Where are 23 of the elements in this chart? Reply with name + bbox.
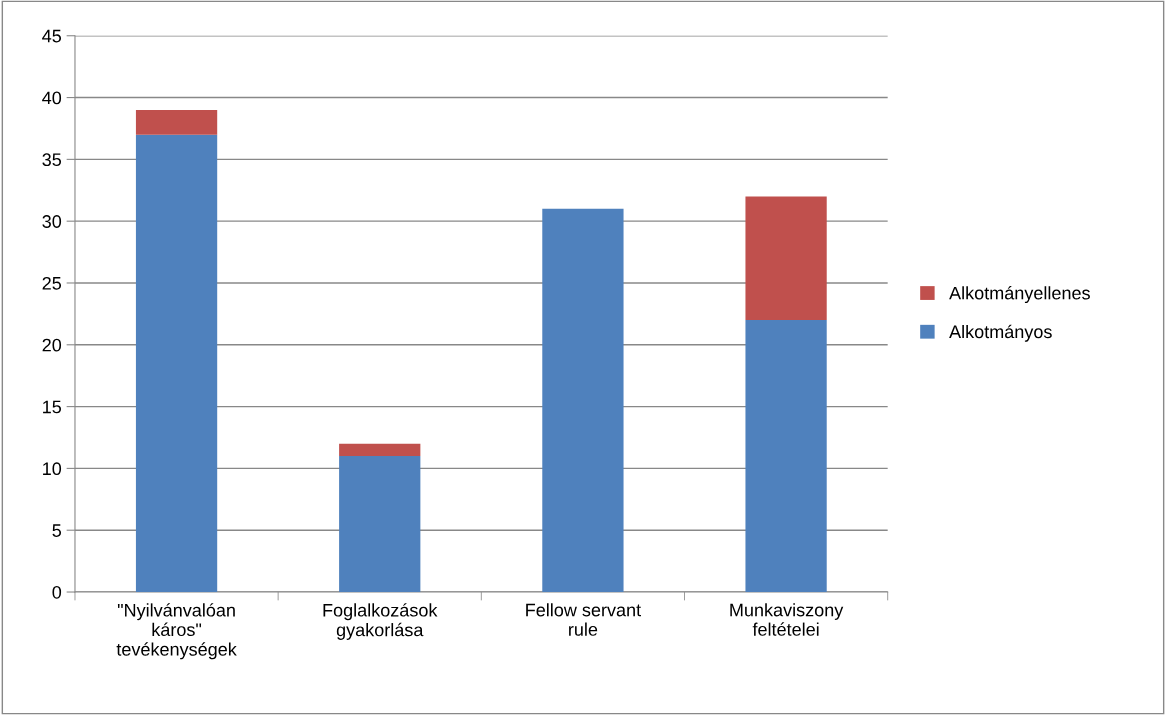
y-tick-label: 15 [43, 400, 62, 414]
x-tick-label: Munkaviszony feltételei [730, 603, 844, 636]
x-tick-label: Fellow servant rule [526, 603, 641, 636]
y-tick-label: 30 [42, 215, 62, 228]
y-tick-label: 20 [42, 338, 62, 352]
y-tick-label: 10 [43, 462, 62, 476]
legend-label: Alkotmányellenes [949, 286, 1090, 304]
legend-label: Alkotmányos [949, 324, 1052, 342]
bar [339, 456, 421, 593]
bar [135, 109, 218, 135]
bar [745, 196, 827, 321]
y-tick-label: 5 [52, 524, 62, 537]
y-tick-label: 45 [42, 29, 62, 43]
x-tick-label: "Nyilvánvalóan káros" tevékenységek [116, 603, 237, 660]
x-tick-label: Foglalkozások gyakorlása [323, 603, 438, 640]
y-tick-label: 35 [42, 153, 62, 167]
bar [135, 134, 218, 593]
bar [339, 443, 421, 457]
y-tick-label: 25 [42, 276, 62, 290]
bar [542, 208, 624, 593]
y-tick-label: 0 [52, 585, 62, 599]
y-tick-label: 40 [42, 91, 62, 105]
bar [745, 320, 827, 593]
